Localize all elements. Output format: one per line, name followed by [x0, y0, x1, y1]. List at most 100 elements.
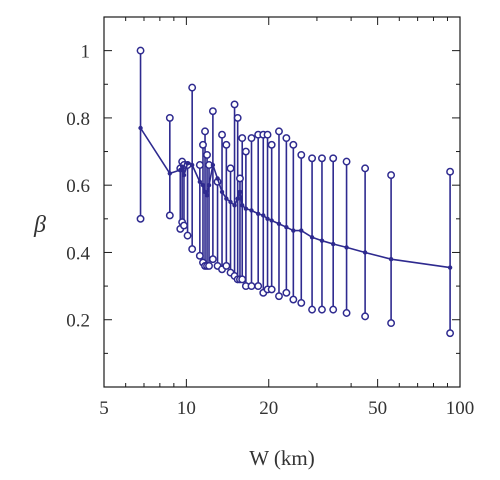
- upper-marker: [308, 154, 317, 163]
- mean-point: [447, 265, 453, 270]
- mean-point: [261, 213, 266, 218]
- lower-marker: [238, 275, 247, 284]
- upper-marker: [201, 127, 209, 136]
- upper-marker: [263, 130, 272, 139]
- upper-marker: [289, 140, 298, 149]
- mean-point: [200, 182, 206, 188]
- mean-point: [178, 167, 183, 173]
- lower-marker: [208, 255, 217, 264]
- x-axis-ticks: 5 10 20 50 100: [99, 17, 474, 419]
- mean-point: [204, 193, 210, 198]
- lower-marker: [387, 319, 396, 328]
- lower-marker: [446, 329, 455, 338]
- mean-point: [388, 256, 394, 262]
- lower-marker: [183, 231, 192, 240]
- mean-point: [185, 161, 190, 166]
- mean-point: [138, 125, 143, 131]
- y-tick-label: 0.8: [66, 109, 90, 130]
- mean-point: [215, 176, 220, 181]
- lower-marker: [165, 211, 174, 220]
- upper-marker: [195, 161, 204, 169]
- mean-point: [344, 245, 349, 250]
- upper-marker: [297, 150, 306, 159]
- lower-marker: [275, 292, 283, 301]
- mean-point: [235, 196, 240, 201]
- mean-point: [179, 164, 185, 169]
- lower-marker: [342, 309, 351, 317]
- mean-point: [219, 189, 225, 195]
- upper-marker: [267, 140, 276, 149]
- upper-marker: [233, 113, 242, 122]
- lower-marker: [329, 305, 338, 314]
- y-tick-label: 0.6: [66, 176, 90, 197]
- lower-marker: [188, 245, 197, 254]
- lower-marker: [282, 288, 291, 297]
- upper-marker: [188, 83, 197, 92]
- lower-marker: [180, 221, 188, 230]
- upper-marker: [329, 154, 338, 163]
- x-tick-label: 10: [177, 398, 196, 419]
- upper-marker: [199, 140, 207, 149]
- lower-marker: [318, 305, 326, 314]
- lower-marker: [247, 282, 256, 291]
- x-tick-label: 50: [368, 398, 387, 419]
- mean-point: [330, 241, 336, 247]
- lower-marker: [289, 295, 298, 304]
- lower-marker: [222, 261, 231, 270]
- upper-marker: [238, 134, 247, 143]
- mean-point: [210, 162, 216, 168]
- upper-marker: [282, 134, 291, 143]
- lower-marker: [297, 298, 306, 307]
- mean-point: [189, 162, 195, 168]
- y-tick-label: 0.2: [66, 311, 90, 332]
- plot-area: 5 10 20 50 100 0.2 0.4 0.6 0.8 1: [66, 16, 474, 419]
- lower-marker: [308, 305, 317, 314]
- mean-point: [224, 196, 229, 201]
- lower-marker: [195, 251, 204, 260]
- upper-marker: [136, 46, 145, 55]
- upper-marker: [226, 164, 235, 173]
- mean-point: [249, 208, 254, 213]
- mean-point: [319, 238, 325, 243]
- mean-point: [197, 179, 203, 185]
- upper-marker: [342, 157, 351, 166]
- lower-marker: [136, 214, 145, 223]
- x-tick-label: 20: [259, 398, 278, 419]
- lower-marker: [254, 282, 263, 291]
- mean-point: [237, 189, 243, 195]
- y-axis-ticks: 0.2 0.4 0.6 0.8 1: [66, 16, 460, 354]
- mean-point: [299, 228, 304, 233]
- mean-point: [243, 206, 249, 211]
- mean-point: [309, 235, 315, 240]
- upper-marker: [241, 147, 250, 156]
- lower-marker: [205, 261, 213, 270]
- mean-point: [255, 211, 261, 216]
- x-tick-label: 100: [446, 398, 475, 419]
- mean-point: [202, 189, 208, 195]
- mean-point: [232, 203, 237, 208]
- upper-marker: [236, 174, 244, 183]
- upper-marker: [446, 167, 455, 176]
- y-tick-label: 1: [81, 42, 91, 63]
- upper-marker: [318, 154, 326, 163]
- mean-point: [284, 225, 289, 230]
- mean-point: [269, 218, 274, 223]
- mean-point: [362, 250, 368, 255]
- upper-marker: [361, 164, 370, 173]
- upper-marker: [222, 140, 231, 149]
- y-tick-label: 0.4: [66, 243, 90, 264]
- mean-point: [228, 199, 233, 205]
- upper-marker: [203, 150, 211, 159]
- upper-marker: [247, 134, 256, 143]
- upper-marker: [387, 171, 396, 180]
- lower-marker: [267, 285, 276, 294]
- mean-point: [265, 216, 270, 222]
- mean-point: [276, 221, 282, 227]
- upper-marker: [218, 130, 226, 139]
- upper-marker: [165, 113, 174, 122]
- x-tick-label: 5: [99, 398, 109, 419]
- series-layer: [136, 46, 455, 338]
- mean-point: [206, 182, 212, 188]
- lower-marker: [361, 312, 370, 321]
